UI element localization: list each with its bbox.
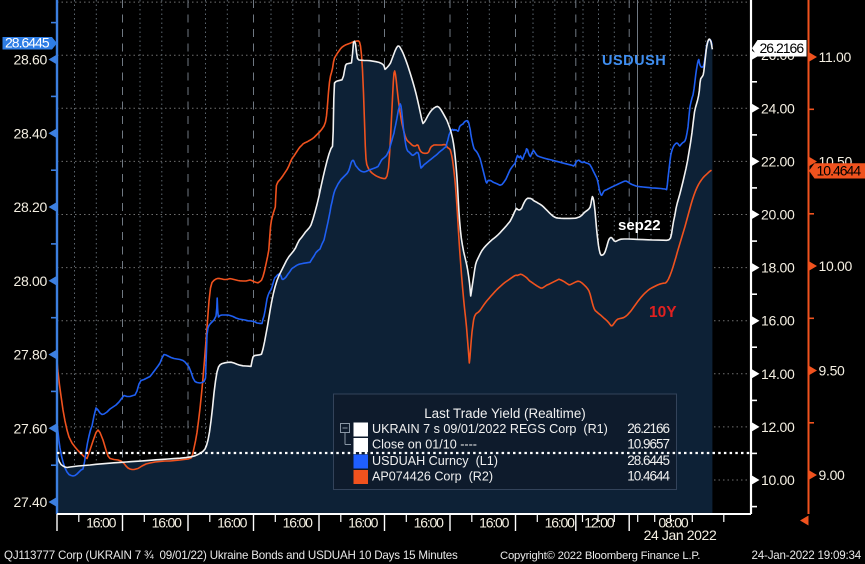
svg-text:08:00: 08:00 — [658, 515, 688, 531]
svg-text:10Y: 10Y — [649, 304, 677, 321]
svg-text:14.00: 14.00 — [761, 366, 795, 382]
svg-text:11.00: 11.00 — [819, 49, 852, 65]
svg-text:10.4644: 10.4644 — [817, 163, 862, 179]
svg-text:Copyright© 2022 Bloomberg Fina: Copyright© 2022 Bloomberg Finance L.P. — [500, 550, 700, 562]
svg-text:26.2166: 26.2166 — [627, 421, 669, 436]
svg-text:18.00: 18.00 — [761, 260, 795, 276]
svg-text:UKRAIN 7 s 09/01/2022 REGS Cor: UKRAIN 7 s 09/01/2022 REGS Corp (R1) — [372, 422, 608, 436]
svg-text:10.9657: 10.9657 — [627, 437, 669, 452]
svg-text:16:00: 16:00 — [479, 515, 509, 531]
svg-text:24 Jan 2022: 24 Jan 2022 — [644, 527, 717, 543]
svg-text:12.00: 12.00 — [761, 419, 795, 435]
svg-text:10.00: 10.00 — [819, 258, 853, 274]
svg-text:27.40: 27.40 — [13, 494, 47, 510]
svg-text:USDUAH Curncy (L1): USDUAH Curncy (L1) — [372, 454, 498, 468]
svg-text:10.00: 10.00 — [761, 472, 795, 488]
svg-text:AP074426 Corp (R2): AP074426 Corp (R2) — [372, 470, 493, 484]
svg-text:27.60: 27.60 — [13, 420, 47, 436]
svg-text:28.00: 28.00 — [13, 273, 47, 289]
svg-text:16:00: 16:00 — [348, 515, 378, 531]
svg-text:16.00: 16.00 — [761, 313, 795, 329]
svg-text:9.00: 9.00 — [819, 467, 846, 483]
svg-text:10.4644: 10.4644 — [627, 469, 670, 484]
svg-text:16:00: 16:00 — [414, 515, 444, 531]
svg-text:sep22: sep22 — [618, 217, 661, 234]
svg-text:16:00: 16:00 — [545, 515, 575, 531]
svg-text:20.00: 20.00 — [761, 207, 795, 223]
svg-text:28.20: 28.20 — [13, 199, 47, 215]
svg-text:16:00: 16:00 — [152, 515, 182, 531]
svg-text:28.60: 28.60 — [13, 52, 47, 68]
svg-text:27.80: 27.80 — [13, 347, 47, 363]
svg-text:Last Trade Yield (Realtime): Last Trade Yield (Realtime) — [424, 406, 586, 421]
svg-text:28.40: 28.40 — [13, 125, 47, 141]
svg-text:16:00: 16:00 — [86, 515, 116, 531]
svg-text:24-Jan-2022 19:09:34: 24-Jan-2022 19:09:34 — [752, 549, 862, 562]
svg-text:26.2166: 26.2166 — [760, 40, 805, 56]
svg-text:28.6445: 28.6445 — [627, 453, 669, 468]
svg-text:22.00: 22.00 — [761, 153, 795, 169]
svg-text:USDUSH: USDUSH — [602, 53, 666, 69]
svg-text:Close on 01/10 ----: Close on 01/10 ---- — [372, 438, 477, 452]
svg-text:24.00: 24.00 — [761, 100, 795, 116]
svg-text:9.50: 9.50 — [819, 363, 846, 379]
svg-text:12:00: 12:00 — [584, 515, 614, 531]
svg-text:16:00: 16:00 — [217, 515, 247, 531]
svg-text:QJ113777 Corp (UKRAIN 7 ¾ 09/: QJ113777 Corp (UKRAIN 7 ¾ 09/01/22) Ukra… — [4, 549, 458, 562]
svg-text:28.6445: 28.6445 — [5, 35, 50, 51]
svg-text:16:00: 16:00 — [283, 515, 313, 531]
